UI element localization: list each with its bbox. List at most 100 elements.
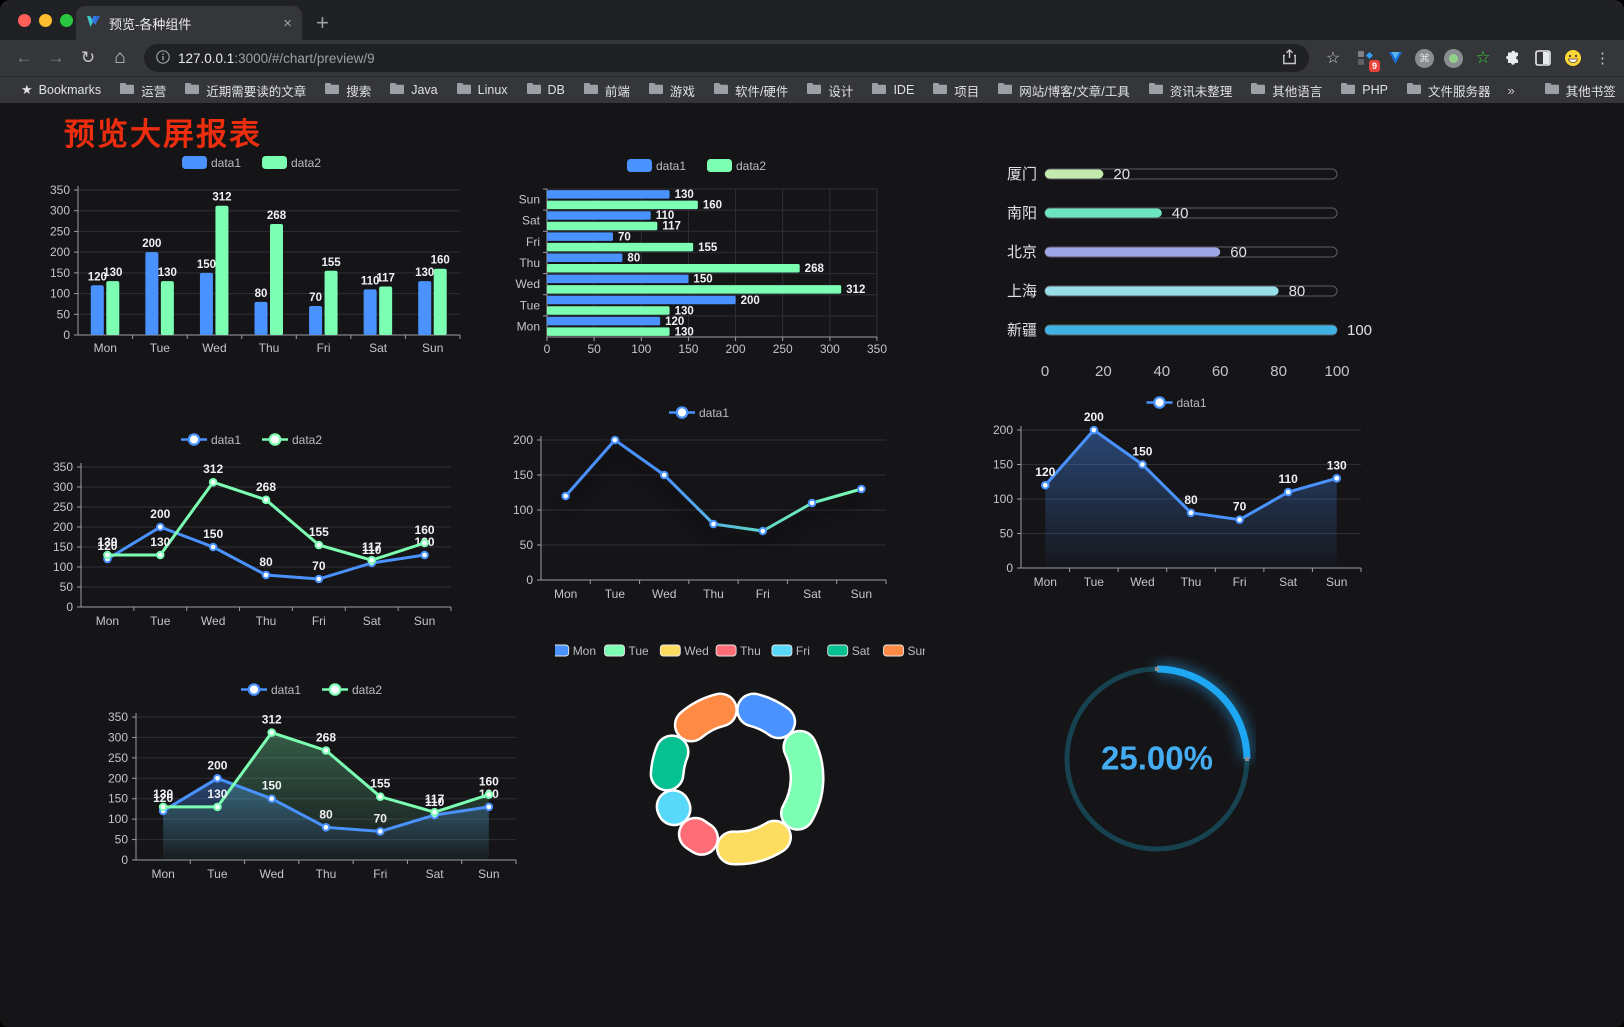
bookmarks-root[interactable]: ★ Bookmarks xyxy=(14,79,108,101)
menu-kebab-icon[interactable]: ⋮ xyxy=(1595,50,1610,67)
puzzle-extensions-icon[interactable] xyxy=(1503,48,1523,68)
svg-text:350: 350 xyxy=(50,183,70,197)
svg-text:Sat: Sat xyxy=(852,644,871,658)
legend-item-Tue[interactable]: Tue xyxy=(604,644,650,658)
tab-close-icon[interactable]: × xyxy=(283,14,292,32)
svg-text:80: 80 xyxy=(627,253,640,265)
legend-item-data1[interactable]: data1 xyxy=(241,683,301,697)
bookmark-label: IDE xyxy=(893,83,915,97)
bookmark-folder[interactable]: 其他语言 xyxy=(1243,78,1329,103)
legend-item-data2[interactable]: data2 xyxy=(262,156,321,170)
two-series-line-chart: data1 data2 0 50 100 150 200 250 300 350 Mon Tue Wed… xyxy=(45,425,465,637)
bookmark-star-icon[interactable]: ☆ xyxy=(1325,50,1341,67)
svg-text:Wed: Wed xyxy=(652,587,676,601)
legend-item-Mon[interactable]: Mon xyxy=(555,644,596,658)
pie-slice-Fri[interactable] xyxy=(658,791,690,824)
bookmark-label: 游戏 xyxy=(669,84,695,99)
pie-slice-Sun[interactable] xyxy=(676,695,736,740)
bookmarks-list: 运营 近期需要读的文章 搜索 Java Linux DB 前端 游戏 软件/硬件 设计 IDE 项目 网… xyxy=(112,78,1497,103)
svg-text:100: 100 xyxy=(50,287,70,301)
bookmark-folder[interactable]: DB xyxy=(519,79,572,101)
bookmark-folder[interactable]: 文件服务器 xyxy=(1399,78,1498,103)
folder-icon xyxy=(997,82,1013,98)
legend-item-data2[interactable]: data2 xyxy=(322,683,382,697)
svg-text:Thu: Thu xyxy=(1181,575,1202,589)
bookmark-folder[interactable]: 运营 xyxy=(112,78,173,103)
emoji-extension-icon[interactable] xyxy=(1563,48,1583,68)
svg-text:150: 150 xyxy=(513,468,533,482)
dark-mode-extension-icon[interactable] xyxy=(1533,48,1553,68)
bookmark-label: PHP xyxy=(1362,83,1388,97)
svg-text:0: 0 xyxy=(544,342,551,356)
legend-item-Fri[interactable]: Fri xyxy=(771,644,810,658)
other-bookmarks-folder[interactable]: 其他书签 xyxy=(1537,78,1623,103)
legend-item-data2[interactable]: data2 xyxy=(262,433,322,447)
legend-item-Sun[interactable]: Sun xyxy=(883,644,926,658)
city-progress-chart: 厦门 20 南阳 40 北京 60 上海 80 新疆 100 0 20 40 60 80 100 xyxy=(995,150,1385,385)
gauge-chart: 25.00% xyxy=(1058,655,1256,865)
svg-text:200: 200 xyxy=(142,238,161,250)
browser-tab[interactable]: 预览-各种组件 × xyxy=(76,6,302,40)
bookmarks-overflow-chevron[interactable]: » xyxy=(1507,82,1515,98)
site-info-icon[interactable] xyxy=(156,49,170,67)
maximize-window-button[interactable] xyxy=(60,14,73,27)
svg-text:Sat: Sat xyxy=(803,587,822,601)
svg-text:160: 160 xyxy=(415,523,435,537)
svg-text:Wed: Wed xyxy=(202,341,226,355)
share-icon[interactable] xyxy=(1282,48,1297,68)
pie-slice-Wed[interactable] xyxy=(718,822,790,863)
svg-text:Tue: Tue xyxy=(1084,575,1105,589)
legend-item-data1[interactable]: data1 xyxy=(182,156,241,170)
bookmark-folder[interactable]: IDE xyxy=(864,79,921,101)
legend-item-data1[interactable]: data1 xyxy=(181,433,241,447)
close-window-button[interactable] xyxy=(18,14,31,27)
bookmark-folder[interactable]: 设计 xyxy=(799,78,860,103)
address-bar[interactable]: 127.0.0.1:3000/#/chart/preview/9 xyxy=(144,44,1309,72)
legend-item-data1[interactable]: data1 xyxy=(627,159,686,173)
legend-item-Thu[interactable]: Thu xyxy=(715,644,761,658)
svg-text:0: 0 xyxy=(526,573,533,587)
bookmarks-bar: ★ Bookmarks 运营 近期需要读的文章 搜索 Java Linux DB 前端 游戏 软… xyxy=(0,76,1624,103)
bookmark-folder[interactable]: 网站/博客/文章/工具 xyxy=(990,78,1136,103)
pie-slice-Tue[interactable] xyxy=(782,732,822,829)
legend-item-Sat[interactable]: Sat xyxy=(827,644,871,658)
bookmark-folder[interactable]: 游戏 xyxy=(641,78,702,103)
bookmark-folder[interactable]: Java xyxy=(382,79,444,101)
forward-icon[interactable]: → xyxy=(47,48,65,67)
svg-text:Thu: Thu xyxy=(740,644,761,658)
donut-pie-chart: Mon Tue Wed Thu Fri Sat Sun xyxy=(555,638,925,878)
pie-slice-Mon[interactable] xyxy=(738,695,794,737)
bookmark-folder[interactable]: 项目 xyxy=(925,78,986,103)
legend-item-data2[interactable]: data2 xyxy=(707,159,766,173)
legend-item-Wed[interactable]: Wed xyxy=(659,644,709,658)
minimize-window-button[interactable] xyxy=(39,14,52,27)
svg-text:60: 60 xyxy=(1212,363,1229,380)
pie-slice-Thu[interactable] xyxy=(680,819,717,854)
bookmark-label: 运营 xyxy=(141,84,167,99)
legend-item-data1[interactable]: data1 xyxy=(1146,396,1207,410)
home-icon[interactable]: ⌂ xyxy=(114,47,126,68)
svg-text:200: 200 xyxy=(993,423,1013,437)
bookmark-folder[interactable]: 软件/硬件 xyxy=(706,78,795,103)
tampermonkey-icon[interactable]: 9 xyxy=(1355,48,1380,72)
extension-badge: 9 xyxy=(1368,60,1380,72)
command-extension-icon[interactable]: ⌘ xyxy=(1415,48,1434,68)
bookmark-folder[interactable]: Linux xyxy=(449,79,515,101)
bookmark-folder[interactable]: 搜索 xyxy=(317,78,378,103)
recorder-extension-icon[interactable] xyxy=(1444,48,1463,68)
new-tab-button[interactable]: + xyxy=(316,10,329,35)
green-star-extension-icon[interactable]: ☆ xyxy=(1475,48,1491,67)
bookmark-folder[interactable]: 资讯未整理 xyxy=(1141,78,1240,103)
svg-text:150: 150 xyxy=(993,458,1013,472)
back-icon[interactable]: ← xyxy=(15,48,33,67)
svg-text:250: 250 xyxy=(53,500,73,514)
bookmark-folder[interactable]: 近期需要读的文章 xyxy=(177,78,313,103)
reload-icon[interactable]: ↻ xyxy=(80,48,96,67)
svg-text:110: 110 xyxy=(1278,472,1298,486)
legend-item-data1[interactable]: data1 xyxy=(669,406,729,420)
vue-devtools-icon[interactable] xyxy=(1385,48,1405,68)
pie-slice-Sat[interactable] xyxy=(652,736,688,790)
svg-text:150: 150 xyxy=(1132,445,1152,459)
bookmark-folder[interactable]: 前端 xyxy=(576,78,637,103)
bookmark-folder[interactable]: PHP xyxy=(1333,79,1395,101)
